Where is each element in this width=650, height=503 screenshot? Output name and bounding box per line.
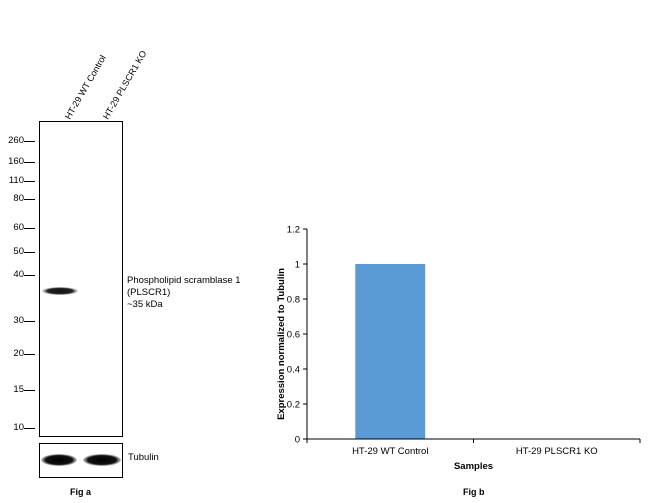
mw-label-110: 110 xyxy=(8,175,24,186)
mw-label-15: 15 xyxy=(13,384,24,395)
y-tick-label-4: 0.8 xyxy=(287,295,300,306)
mw-tick-110 xyxy=(24,181,35,182)
mw-tick-40 xyxy=(24,275,35,276)
mw-tick-50 xyxy=(24,252,35,253)
y-tick-label-6: 1.2 xyxy=(287,225,300,236)
main-blot xyxy=(39,121,123,437)
mw-label-40: 40 xyxy=(13,269,24,280)
tubulin-band-wt xyxy=(41,454,77,466)
tubulin-band-layer xyxy=(41,454,121,466)
mw-tick-20 xyxy=(24,354,35,355)
bar-wt-control xyxy=(355,264,426,439)
x-tick-label-1: HT-29 PLSCR1 KO xyxy=(516,446,598,457)
x-tick-label-0: HT-29 WT Control xyxy=(352,446,428,457)
tubulin-label: Tubulin xyxy=(128,452,159,463)
y-tick-label-1: 0.2 xyxy=(287,400,300,411)
mw-tick-30 xyxy=(24,321,35,322)
band-annotation: Phospholipid scramblase 1 (PLSCR1) ~35 k… xyxy=(127,275,241,311)
x-axis-title: Samples xyxy=(454,461,493,472)
y-tick-label-5: 1 xyxy=(295,260,300,271)
y-tick-label-2: 0.4 xyxy=(287,365,300,376)
mw-label-260: 260 xyxy=(8,135,24,146)
mw-label-80: 80 xyxy=(13,193,24,204)
mw-label-160: 160 xyxy=(8,156,24,167)
band-annotation-line-1: Phospholipid scramblase 1 xyxy=(127,275,241,286)
tubulin-band-ko xyxy=(83,454,121,466)
y-tick-label-3: 0.6 xyxy=(287,330,300,341)
fig-b-label: Fig b xyxy=(463,487,485,497)
mw-label-10: 10 xyxy=(13,422,24,433)
mw-label-30: 30 xyxy=(13,315,24,326)
mw-tick-160 xyxy=(24,162,35,163)
blot-band-layer xyxy=(42,287,78,295)
y-axis-title: Expression normalized to Tubulin xyxy=(276,268,287,420)
band-annotation-line-3: ~35 kDa xyxy=(127,299,163,310)
y-tick-label-0: 0 xyxy=(295,435,300,446)
mw-label-50: 50 xyxy=(13,246,24,257)
mw-tick-10 xyxy=(24,428,35,429)
mw-label-20: 20 xyxy=(13,348,24,359)
band-annotation-line-2: (PLSCR1) xyxy=(127,287,171,298)
mw-tick-260 xyxy=(24,141,35,142)
mw-label-60: 60 xyxy=(13,222,24,233)
fig-a-label: Fig a xyxy=(70,487,92,497)
mw-tick-60 xyxy=(24,228,35,229)
mw-tick-15 xyxy=(24,390,35,391)
plscr1-band-wt xyxy=(42,287,78,295)
tubulin-blot xyxy=(39,443,123,478)
mw-tick-80 xyxy=(24,199,35,200)
